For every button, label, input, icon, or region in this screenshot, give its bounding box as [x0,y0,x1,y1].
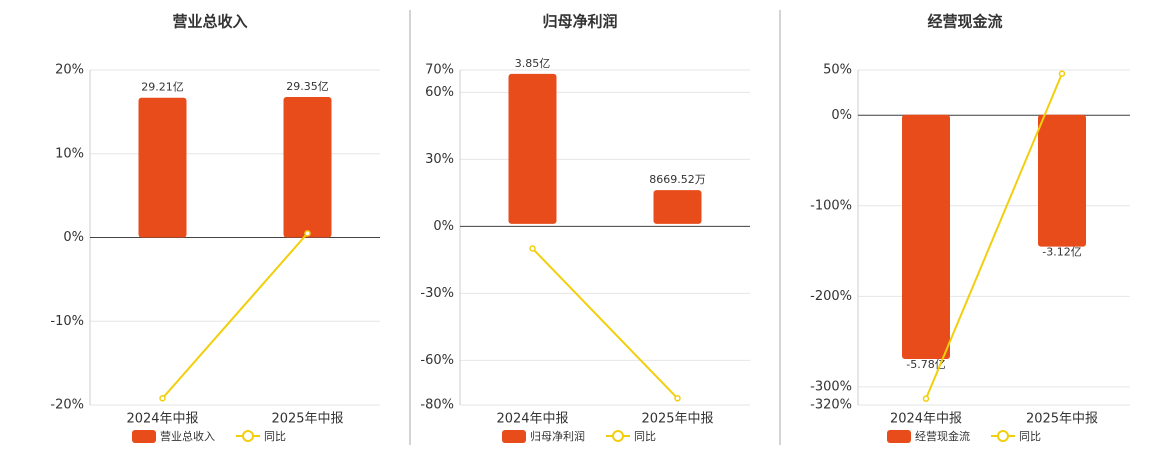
legend-label: 同比 [1019,430,1041,443]
legend-swatch [612,430,624,442]
x-tick-label: 2025年中报 [271,412,343,427]
y-tick-label: 10% [55,146,84,161]
bar [1038,114,1086,247]
y-tick-label: 70% [425,63,454,78]
legend-label: 经营现金流 [915,429,970,443]
bar [902,114,950,359]
legend-label: 同比 [264,430,286,443]
legend-label: 同比 [634,430,656,443]
value-label: -5.78亿 [906,358,945,371]
legend-swatch [242,430,254,442]
x-tick-label: 2025年中报 [1026,412,1098,427]
legend-swatch [502,430,526,443]
point [674,395,681,402]
y-tick-label: 20% [55,63,84,78]
y-tick-label: -20% [50,398,84,413]
y-tick-label: -300% [810,379,852,394]
bar [508,73,557,224]
y-tick-label: -320% [810,398,852,413]
y-tick-label: -30% [420,286,454,301]
value-label: 8669.52万 [649,173,706,186]
y-tick-label: -200% [810,289,852,304]
chart-title: 营业总收入 [172,13,247,31]
x-tick-label: 2024年中报 [496,412,568,427]
line [161,232,309,399]
x-tick-label: 2025年中报 [641,412,713,427]
point [159,395,166,402]
x-tick-label: 2024年中报 [890,412,962,427]
legend-label: 营业总收入 [160,429,215,443]
bar [653,190,702,224]
bar [138,97,187,238]
chart-title: 经营现金流 [927,13,1002,31]
point [922,395,930,402]
chart-title: 归母净利润 [542,13,617,31]
y-tick-label: -10% [50,314,84,329]
value-label: 3.85亿 [515,57,551,70]
y-tick-label: 0% [63,230,84,245]
legend-label: 归母净利润 [530,429,585,443]
x-tick-label: 2024年中报 [126,412,198,427]
y-tick-label: 0% [831,108,852,123]
point [304,230,311,237]
y-tick-label: -80% [420,398,454,413]
y-tick-label: 30% [425,152,454,167]
legend-swatch [997,430,1009,442]
legend-swatch [887,430,911,443]
value-label: -3.12亿 [1042,246,1081,259]
legend-swatch [132,430,156,443]
line [925,73,1063,400]
value-label: 29.21亿 [141,81,184,94]
point [529,245,536,252]
y-tick-label: 60% [425,85,454,100]
point [1058,70,1066,77]
line [531,247,679,399]
y-tick-label: -60% [420,353,454,368]
y-tick-label: -100% [810,198,852,213]
bar [283,97,332,238]
y-tick-label: 0% [433,219,454,234]
y-tick-label: 50% [823,63,852,78]
value-label: 29.35亿 [286,80,329,93]
